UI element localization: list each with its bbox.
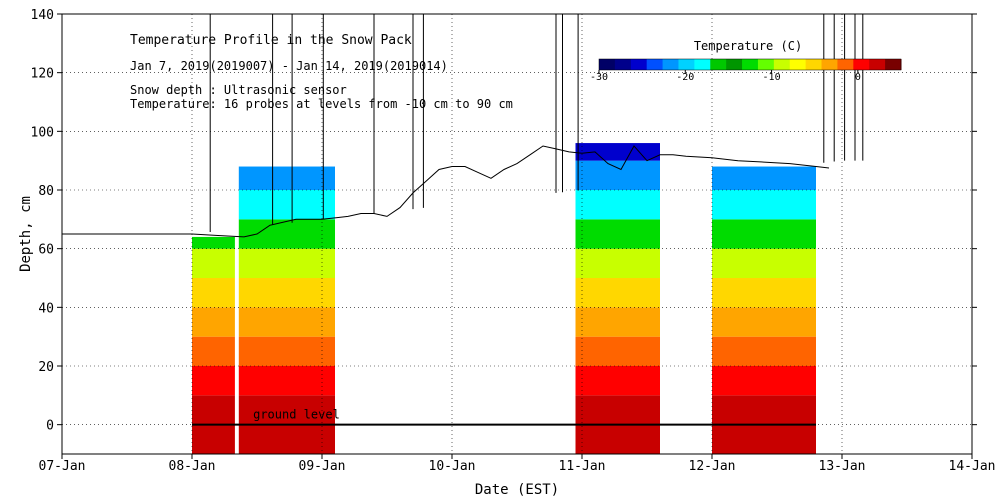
chart-title: Temperature Profile in the Snow Pack	[130, 33, 412, 48]
temperature-band	[712, 336, 816, 366]
temperature-band	[575, 366, 660, 396]
colorbar-swatch	[678, 59, 695, 70]
colorbar-swatch	[789, 59, 807, 70]
colorbar-swatch	[805, 59, 823, 70]
temperature-band	[238, 248, 335, 278]
temperature-band	[575, 190, 660, 220]
annotation-snow-depth: Snow depth : Ultrasonic sensor	[130, 83, 347, 97]
temperature-band	[575, 143, 660, 161]
temperature-block	[192, 236, 235, 454]
temperature-band	[712, 278, 816, 308]
x-tick-label: 10-Jan	[429, 459, 476, 474]
y-tick-label: 100	[31, 125, 54, 140]
temperature-band	[238, 166, 335, 190]
colorbar-swatch	[853, 59, 870, 70]
y-axis: 0 20 40 60 80 100 120 140	[31, 8, 977, 434]
x-tick-label: 14-Jan	[949, 459, 996, 474]
temperature-band	[712, 395, 816, 425]
temperature-band	[192, 307, 235, 337]
temperature-band	[192, 336, 235, 366]
colorbar-swatch	[694, 59, 711, 70]
y-tick-label: 120	[31, 67, 54, 82]
temperature-block	[712, 166, 816, 454]
colorbar-swatch	[662, 59, 679, 70]
colorbar-title: Temperature (C)	[694, 39, 802, 53]
temperature-band	[238, 336, 335, 366]
y-tick-label: 20	[38, 360, 54, 375]
colorbar-swatch	[646, 59, 664, 70]
temperature-band	[712, 366, 816, 396]
colorbar-swatch	[742, 59, 759, 70]
colorbar-tick-label: -30	[590, 72, 608, 83]
x-tick-label: 13-Jan	[819, 459, 866, 474]
colorbar-swatch	[710, 59, 727, 70]
temperature-band	[192, 236, 235, 249]
temperature-band	[575, 424, 660, 454]
temperature-band	[192, 366, 235, 396]
annotation-temperature: Temperature: 16 probes at levels from -1…	[130, 97, 513, 111]
colorbar-swatch	[837, 59, 854, 70]
temperature-band	[238, 424, 335, 454]
x-axis: 07-Jan 08-Jan 09-Jan 10-Jan 11-Jan 12-Jan 13-J…	[39, 454, 996, 474]
temperature-band	[238, 395, 335, 425]
temperature-block	[238, 166, 335, 454]
temperature-band	[192, 278, 235, 308]
colorbar-swatch	[757, 59, 775, 70]
colorbar: -30 -20 -10 0	[590, 58, 902, 83]
temperature-band	[238, 219, 335, 249]
temperature-band	[238, 307, 335, 337]
colorbar-swatch	[885, 59, 902, 70]
temperature-band	[575, 219, 660, 249]
ground-level-label: ground level	[253, 408, 340, 422]
temperature-band	[712, 307, 816, 337]
temperature-band	[575, 160, 660, 190]
temperature-band	[712, 219, 816, 249]
colorbar-swatch	[869, 59, 886, 70]
y-tick-label: 40	[38, 301, 54, 316]
colorbar-tick-label: -20	[676, 72, 694, 83]
temperature-band	[192, 248, 235, 278]
x-tick-label: 11-Jan	[559, 459, 606, 474]
x-axis-label: Date (EST)	[475, 482, 559, 498]
plot-frame	[61, 13, 973, 455]
temperature-band	[712, 424, 816, 454]
x-tick-label: 08-Jan	[169, 459, 216, 474]
y-tick-label: 0	[46, 419, 54, 434]
colorbar-swatch	[773, 59, 791, 70]
temperature-band	[238, 366, 335, 396]
x-tick-label: 12-Jan	[689, 459, 736, 474]
temperature-band	[712, 190, 816, 220]
temperature-band	[575, 278, 660, 308]
colorbar-swatch	[614, 59, 632, 70]
temperature-band	[712, 166, 816, 190]
temperature-heatmap	[192, 143, 816, 454]
temperature-band	[238, 190, 335, 220]
colorbar-swatch	[630, 59, 648, 70]
colorbar-tick-label: 0	[855, 72, 861, 83]
colorbar-swatch	[726, 59, 743, 70]
temperature-band	[192, 424, 235, 454]
temperature-block	[575, 143, 660, 454]
y-tick-label: 60	[38, 243, 54, 258]
colorbar-swatch	[821, 59, 838, 70]
y-axis-label: Depth, cm	[18, 196, 34, 272]
x-tick-label: 09-Jan	[299, 459, 346, 474]
temperature-band	[575, 248, 660, 278]
temperature-band	[575, 336, 660, 366]
sensor-spikes	[209, 14, 864, 232]
colorbar-frame	[598, 58, 902, 71]
temperature-band	[575, 307, 660, 337]
temperature-band	[192, 395, 235, 425]
snow-depth-line	[62, 145, 830, 238]
temperature-band	[575, 395, 660, 425]
x-tick-label: 07-Jan	[39, 459, 86, 474]
temperature-band	[712, 248, 816, 278]
colorbar-tick-label: -10	[763, 72, 781, 83]
y-tick-label: 80	[38, 184, 54, 199]
chart-subtitle: Jan 7, 2019(2019007) - Jan 14, 2019(2019…	[130, 59, 448, 73]
y-tick-label: 140	[31, 8, 54, 23]
colorbar-swatch	[599, 59, 616, 70]
temperature-band	[238, 278, 335, 308]
